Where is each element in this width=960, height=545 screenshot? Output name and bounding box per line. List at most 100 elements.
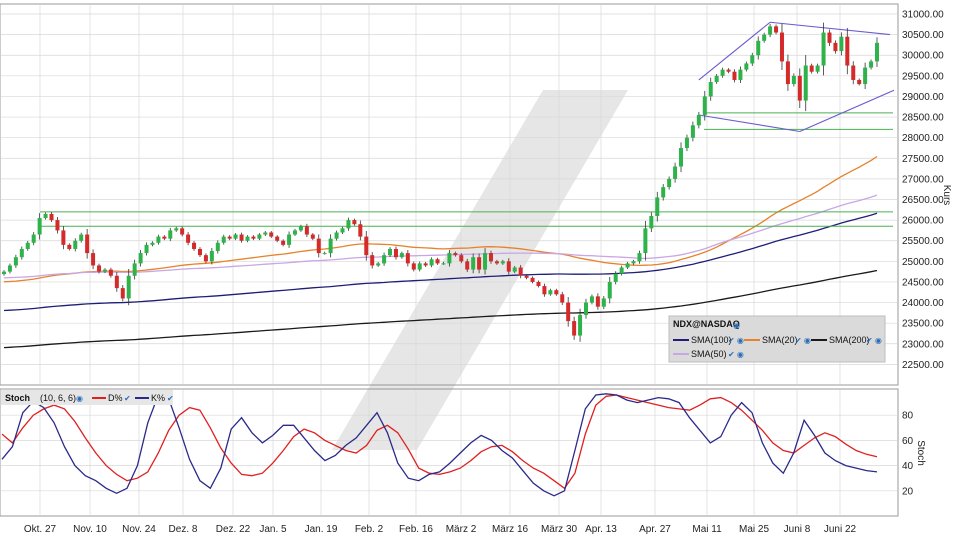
candle [750, 55, 755, 64]
candle [536, 281, 541, 287]
candle [494, 261, 499, 264]
candle [869, 61, 874, 68]
legend-item-sma20: SMA(20) [762, 335, 798, 345]
y-tick-label: 22500.00 [902, 360, 944, 371]
trendline-lower-right [799, 89, 895, 132]
candle [447, 253, 452, 264]
candle [150, 242, 155, 245]
candle [37, 218, 42, 235]
candle [126, 275, 131, 299]
stoch-y-tick-label: 20 [902, 486, 914, 497]
y-tick-label: 23500.00 [902, 319, 944, 330]
candle [667, 178, 672, 188]
candle [346, 220, 351, 229]
candle [293, 230, 297, 235]
candle [423, 263, 428, 266]
candle [607, 281, 612, 299]
candle [263, 232, 268, 235]
candle [821, 32, 826, 66]
candle [31, 234, 36, 243]
candle [595, 296, 600, 307]
trendline-upper-right [770, 21, 891, 36]
candle [174, 228, 179, 231]
candle [298, 226, 303, 231]
candle [364, 236, 369, 256]
x-tick-label: Juni 22 [824, 524, 857, 535]
candle [239, 234, 244, 241]
y-tick-label: 25000.00 [902, 257, 944, 268]
candle [233, 234, 238, 239]
candle [566, 302, 571, 322]
candle [875, 42, 879, 62]
candle [162, 236, 167, 239]
candle [851, 65, 856, 80]
legend-title-eye-icon[interactable]: ◉ [733, 321, 740, 330]
stoch-check-k-icon[interactable]: ✔ [167, 394, 174, 403]
candle [209, 251, 214, 262]
stoch-params: (10, 6, 6) [40, 393, 76, 403]
x-tick-label: März 16 [492, 524, 529, 535]
stoch-y-tick-label: 80 [902, 411, 914, 422]
legend-check-sma50-icon[interactable]: ✔ ◉ [728, 350, 744, 359]
candle [97, 265, 102, 272]
candle [114, 275, 119, 289]
candle [399, 253, 404, 258]
candle [762, 34, 767, 41]
candle [661, 187, 666, 198]
trendline-lower-left [698, 114, 800, 133]
candle [251, 236, 256, 239]
candle [613, 273, 618, 282]
x-tick-label: Jan. 5 [259, 524, 287, 535]
stoch-y-tick-label: 60 [902, 436, 914, 447]
y-tick-label: 23000.00 [902, 339, 944, 350]
candle [756, 40, 761, 56]
candle [530, 277, 535, 282]
stoch-label: Stoch [5, 393, 30, 403]
y-tick-label: 26000.00 [902, 216, 944, 227]
x-tick-label: Juni 8 [784, 524, 811, 535]
candle [43, 213, 48, 219]
legend-check-sma200-icon[interactable]: ✔ ◉ [866, 336, 882, 345]
candle [132, 263, 137, 276]
x-tick-label: Apr. 27 [639, 524, 671, 535]
stoch-eye-icon[interactable]: ◉ [76, 394, 83, 403]
candle [25, 242, 30, 249]
stoch-check-d-icon[interactable]: ✔ [124, 394, 131, 403]
candle [405, 253, 410, 264]
y-tick-label: 24500.00 [902, 277, 944, 288]
candle [287, 234, 292, 245]
legend-check-sma20-icon[interactable]: ✔ ◉ [795, 336, 811, 345]
y-tick-label: 28000.00 [902, 133, 944, 144]
candle [215, 242, 220, 252]
candle [572, 321, 577, 336]
candle [512, 267, 517, 272]
candle [79, 234, 84, 241]
candle [340, 228, 345, 233]
candle [477, 257, 482, 270]
candle [696, 114, 701, 126]
candle [316, 238, 321, 254]
candle [49, 213, 54, 221]
candle [679, 147, 684, 167]
stoch-D-line [1, 394, 878, 490]
candle [435, 259, 440, 264]
candle [310, 234, 315, 239]
candle [352, 220, 357, 225]
candle [2, 271, 6, 275]
candle [738, 69, 743, 80]
candle [227, 236, 232, 239]
stoch-K-line [1, 393, 878, 497]
candle [322, 253, 327, 255]
legend-item-sma200: SMA(200) [829, 335, 870, 345]
candle [500, 261, 505, 264]
legend-check-sma100-icon[interactable]: ✔ ◉ [728, 336, 744, 345]
candle [625, 263, 630, 268]
candle [690, 125, 695, 138]
candle [768, 26, 773, 35]
candle [673, 166, 678, 179]
stoch-legend: Stoch (10, 6, 6) ◉ D% ✔ K% ✔ [1, 390, 174, 405]
x-tick-label: Nov. 10 [73, 524, 107, 535]
candle [863, 67, 868, 85]
candle [601, 298, 606, 307]
candle [637, 253, 642, 262]
